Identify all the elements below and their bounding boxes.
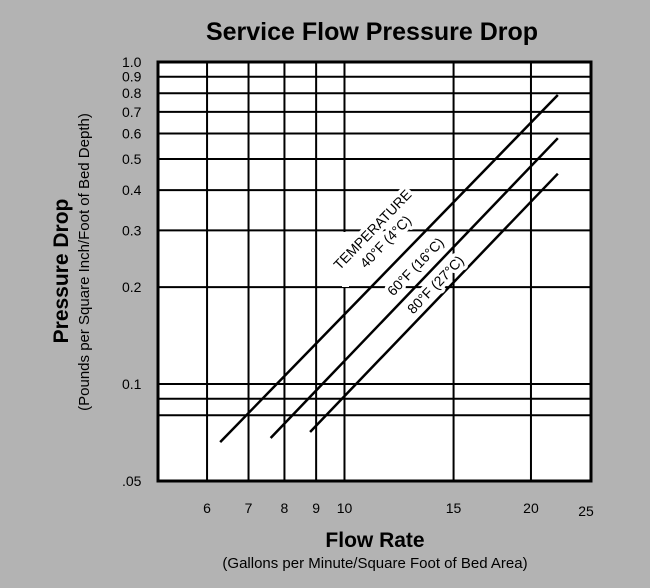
x-tick-label: 15: [446, 500, 462, 516]
series-lines: [219, 94, 559, 444]
y-axis-title: Pressure Drop: [50, 199, 73, 344]
x-tick-label: 25: [578, 503, 594, 519]
y-axis-subtitle: (Pounds per Square Inch/Foot of Bed Dept…: [76, 113, 93, 411]
x-tick-labels: 6 7 8 9 10 15 20 25: [203, 500, 594, 519]
y-tick-label: 0.1: [122, 376, 142, 392]
series-line-2: [309, 172, 559, 433]
y-tick-labels: 1.00.90.8 0.7 0.6 0.5 0.4 0.3 0.2 0.1 .05: [122, 54, 142, 489]
x-tick-label: 9: [312, 500, 320, 516]
x-tick-label: 20: [523, 500, 539, 516]
x-tick-label: 6: [203, 500, 211, 516]
x-axis-subtitle: (Gallons per Minute/Square Foot of Bed A…: [222, 555, 527, 572]
y-tick-label: 0.4: [122, 182, 142, 198]
gridline-gap: [342, 232, 349, 287]
y-tick-label: 0.8: [122, 85, 142, 101]
y-tick-label: 0.6: [122, 125, 142, 141]
y-tick-label: 0.9: [122, 69, 142, 85]
y-tick-label: 0.3: [122, 222, 142, 238]
chart-title: Service Flow Pressure Drop: [206, 18, 538, 46]
series-line-0: [219, 94, 559, 444]
x-axis-title: Flow Rate: [325, 529, 424, 552]
x-tick-label: 7: [245, 500, 253, 516]
x-tick-label: 8: [281, 500, 289, 516]
y-tick-label: 0.2: [122, 279, 142, 295]
plot-frame: [156, 60, 593, 483]
plot-area: [158, 62, 591, 481]
y-tick-label: 0.5: [122, 151, 142, 167]
gridlines: [158, 62, 591, 481]
series-line-1: [269, 137, 559, 439]
y-tick-label: .05: [122, 473, 142, 489]
y-tick-label: 1.0: [122, 54, 142, 70]
y-tick-label: 0.7: [122, 104, 142, 120]
x-tick-label: 10: [337, 500, 353, 516]
